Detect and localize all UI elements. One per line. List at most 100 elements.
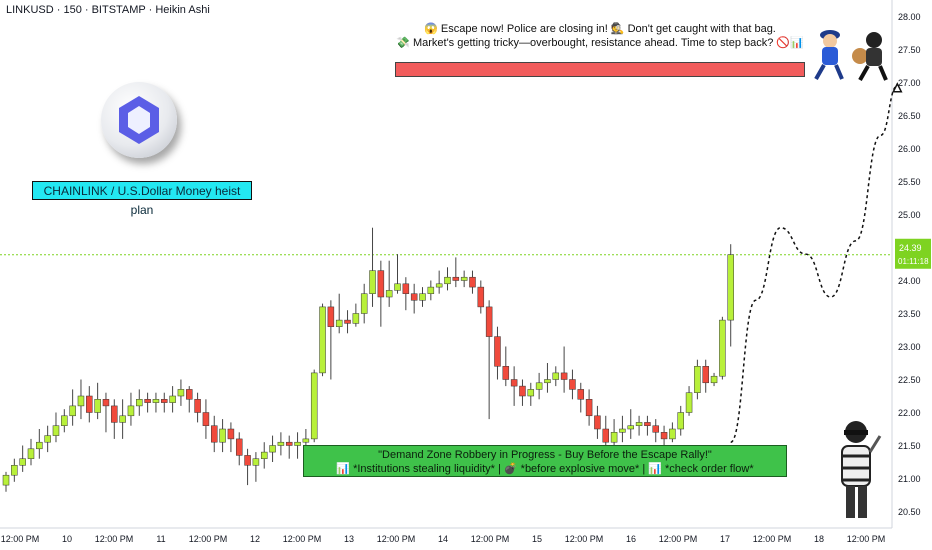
candle <box>260 442 268 469</box>
time-tick-label: 12:00 PM <box>377 534 416 544</box>
candle <box>269 435 276 462</box>
candle-body <box>202 412 210 426</box>
candle <box>677 405 684 436</box>
candle-body <box>560 372 568 380</box>
candle <box>194 392 201 423</box>
candle-body <box>52 425 60 436</box>
price-tick-label: 23.50 <box>898 309 921 319</box>
resistance-zone <box>395 62 805 77</box>
escape-note-line-2: 💸 Market's getting tricky—overbought, re… <box>396 37 804 49</box>
candle-body <box>544 379 551 384</box>
time-tick-label: 18 <box>814 534 824 544</box>
candle <box>452 257 460 288</box>
candle-body <box>319 306 326 374</box>
candle-body <box>310 372 318 440</box>
candle <box>235 432 243 466</box>
candle <box>510 366 518 406</box>
candle <box>585 389 593 426</box>
candle-body <box>569 379 576 390</box>
candle <box>727 244 734 347</box>
candle <box>644 415 651 436</box>
candle-body <box>719 319 726 377</box>
candle <box>535 372 543 400</box>
candle-body <box>36 441 43 450</box>
price-tick-label: 21.50 <box>898 441 921 451</box>
candle <box>394 254 401 294</box>
candle <box>519 379 526 406</box>
candle <box>485 300 493 420</box>
candle-body <box>469 276 476 288</box>
axes: 20.50 21.00 21.50 22.00 22.50 23.00 23.50 24.00… <box>0 0 921 544</box>
candle <box>444 267 451 291</box>
candle <box>527 382 535 406</box>
candle-body <box>519 385 526 397</box>
candle-body <box>594 415 601 430</box>
candle-body <box>485 306 493 337</box>
candle <box>369 227 376 307</box>
candle-body <box>302 438 310 443</box>
candle-body <box>277 441 285 446</box>
candle-body <box>127 405 135 417</box>
candle <box>252 452 260 482</box>
candle-body <box>152 399 160 403</box>
candle <box>136 389 143 416</box>
candle-body <box>69 405 76 417</box>
candle <box>410 283 418 314</box>
candle-body <box>452 276 460 281</box>
demand-zone: "Demand Zone Robbery in Progress - Buy B… <box>303 445 787 477</box>
thief-figure-icon <box>841 421 882 518</box>
candle-body <box>652 425 659 433</box>
time-tick-label: 12:00 PM <box>471 534 510 544</box>
candle <box>44 425 51 453</box>
candle <box>69 389 76 426</box>
price-tick-label: 26.00 <box>898 144 921 154</box>
time-tick-label: 14 <box>438 534 448 544</box>
candle <box>652 419 659 443</box>
candle <box>352 303 360 327</box>
candle <box>94 382 101 420</box>
time-tick-label: 12 <box>250 534 260 544</box>
time-tick-label: 12:00 PM <box>847 534 886 544</box>
candle-body <box>2 474 10 486</box>
escape-note: 😱 Escape now! Police are closing in! 🕵 D… <box>395 22 805 50</box>
candle-body <box>369 270 376 294</box>
projection-path <box>729 85 898 443</box>
candle-body <box>685 392 693 413</box>
candle <box>327 300 335 380</box>
time-tick-label: 12:00 PM <box>95 534 134 544</box>
candle <box>660 425 668 449</box>
candle-body <box>502 366 510 380</box>
candle-body <box>727 254 734 321</box>
time-tick-label: 17 <box>720 534 730 544</box>
candle <box>177 379 185 406</box>
price-tick-label: 20.50 <box>898 507 921 517</box>
candle-body <box>235 438 243 456</box>
candle <box>277 432 285 456</box>
escape-note-line-1: 😱 Escape now! Police are closing in! 🕵 D… <box>424 23 776 35</box>
demand-zone-line-2: 📊 *Institutions stealing liquidity* | 💣 … <box>336 463 754 475</box>
time-tick-label: 12:00 PM <box>1 534 40 544</box>
candle-body <box>285 441 293 446</box>
candle <box>427 280 435 301</box>
candle-body <box>477 286 485 308</box>
candle-body <box>385 290 393 298</box>
candle <box>460 270 468 288</box>
price-tick-label: 24.00 <box>898 276 921 286</box>
candle-body <box>352 313 360 324</box>
candle-body <box>335 319 343 327</box>
candle-body <box>161 399 168 403</box>
candle <box>385 260 393 307</box>
candle <box>11 458 18 482</box>
price-tick-label: 23.00 <box>898 342 921 352</box>
candle-body <box>427 286 435 294</box>
candle <box>552 366 560 387</box>
price-tag-box <box>895 238 931 269</box>
candle <box>52 412 60 443</box>
candle <box>319 303 326 377</box>
candle-body <box>585 399 593 417</box>
heist-plan-label: CHAINLINK / U.S.Dollar Money heist plan <box>32 181 252 217</box>
candle-body <box>435 283 443 288</box>
candle <box>710 372 718 387</box>
candle <box>19 445 26 472</box>
candle-body <box>360 293 368 314</box>
